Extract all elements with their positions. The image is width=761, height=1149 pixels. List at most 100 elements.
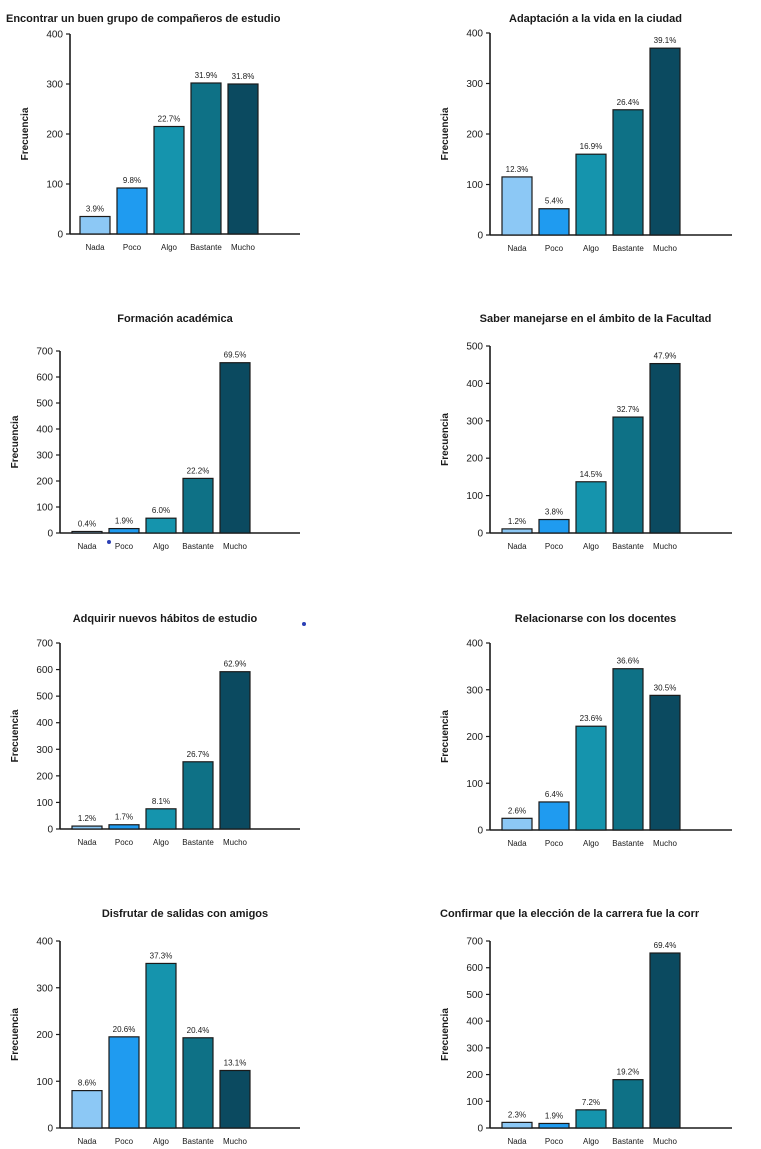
y-tick-label: 400 [36,718,53,729]
bar-algo [575,481,607,534]
x-tick-label: Bastante [190,243,222,252]
y-tick-label: 200 [46,130,63,141]
bar-chart-salidas: 0 100 200 300 400 Frecuencia 8.6% Nada 20.6% Poco… [10,937,300,1146]
bar-poco [108,1036,140,1129]
y-tick-label: 600 [36,665,53,676]
y-tick-label: 100 [466,1097,483,1108]
bar-bastante [612,416,644,534]
y-tick-label: 300 [36,983,53,994]
bar-data-label: 1.2% [508,517,526,526]
x-tick-label: Algo [153,838,170,847]
y-tick-label: 400 [466,29,483,40]
chart-title: Adaptación a la vida en la ciudad [509,13,682,25]
x-tick-label: Mucho [223,542,248,551]
bar-bastante [182,761,214,830]
bar-data-label: 2.6% [508,806,526,815]
bar-data-label: 69.5% [224,351,247,360]
bar-mucho [649,952,681,1129]
y-tick-label: 400 [36,937,53,948]
bar-data-label: 37.3% [150,951,173,960]
bar-poco [538,518,570,534]
chart-panel-7: Disfrutar de salidas con amigos 0 100 200 3… [0,895,330,1149]
bar-nada [71,1090,103,1129]
chart-panel-4: Saber manejarse en el ámbito de la Facul… [430,300,761,570]
bar-data-label: 20.6% [113,1025,136,1034]
bar-bastante [182,477,214,534]
x-tick-label: Nada [507,839,527,848]
y-axis-title: Frecuencia [440,710,451,763]
y-tick-label: 300 [466,79,483,90]
bar-data-label: 16.9% [580,142,603,151]
bar-data-label: 8.1% [152,797,170,806]
bar-mucho [219,671,251,830]
y-tick-label: 200 [466,454,483,465]
x-tick-label: Algo [583,244,600,253]
bar-nada [501,176,533,236]
x-tick-label: Nada [85,243,105,252]
bar-data-label: 12.3% [506,165,529,174]
bar-data-label: 30.5% [654,683,677,692]
bar-data-label: 1.7% [115,813,133,822]
y-axis-title: Frecuencia [440,107,451,160]
y-tick-label: 200 [36,477,53,488]
bar-data-label: 23.6% [580,714,603,723]
stray-dot [107,540,111,544]
y-tick-label: 300 [466,685,483,696]
bar-algo [145,962,177,1129]
y-axis-title: Frecuencia [440,1008,451,1061]
x-tick-label: Poco [545,244,564,253]
y-axis-title: Frecuencia [10,1008,21,1061]
bar-data-label: 1.2% [78,814,96,823]
x-tick-label: Algo [153,1137,170,1146]
y-tick-label: 100 [36,503,53,514]
chart-title: Disfrutar de salidas con amigos [101,908,269,920]
bar-poco [116,187,148,235]
y-tick-label: 500 [36,692,53,703]
x-tick-label: Poco [115,542,134,551]
bar-mucho [227,83,259,235]
y-tick-label: 0 [477,231,483,242]
bar-algo [153,125,185,235]
bar-data-label: 5.4% [545,197,563,206]
y-tick-label: 100 [466,779,483,790]
x-tick-label: Mucho [653,839,678,848]
y-tick-label: 400 [36,425,53,436]
y-tick-label: 400 [466,379,483,390]
bar-nada [71,825,103,830]
y-tick-label: 300 [36,451,53,462]
x-tick-label: Nada [507,1137,527,1146]
bar-mucho [219,362,251,534]
bar-poco [108,527,140,534]
y-tick-label: 300 [46,80,63,91]
x-tick-label: Bastante [612,542,644,551]
chart-title: Confirmar que la elección de la carrera … [440,908,700,920]
y-tick-label: 0 [477,529,483,540]
bar-data-label: 1.9% [115,517,133,526]
bar-data-label: 3.9% [86,205,104,214]
x-tick-label: Mucho [653,542,678,551]
bar-data-label: 0.4% [78,520,96,529]
bar-data-label: 19.2% [617,1068,640,1077]
y-tick-label: 200 [466,732,483,743]
y-tick-label: 200 [466,130,483,141]
y-axis-title: Frecuencia [10,709,21,762]
y-tick-label: 700 [466,937,483,948]
bar-data-label: 14.5% [580,470,603,479]
bar-bastante [612,668,644,831]
x-tick-label: Bastante [612,839,644,848]
y-axis-title: Frecuencia [440,413,451,466]
bar-data-label: 39.1% [654,36,677,45]
y-tick-label: 100 [36,1077,53,1088]
bar-bastante [190,82,222,235]
bar-data-label: 7.2% [582,1098,600,1107]
x-tick-label: Poco [545,1137,564,1146]
y-tick-label: 600 [466,963,483,974]
bar-data-label: 69.4% [654,941,677,950]
bar-chart-habitos: 0 100 200 300 400 500 600 700 Frecuencia 1.2% Nada… [10,639,300,847]
x-tick-label: Nada [507,542,527,551]
bar-data-label: 31.9% [195,71,218,80]
y-tick-label: 300 [466,416,483,427]
y-tick-label: 100 [36,798,53,809]
bar-data-label: 6.0% [152,506,170,515]
x-tick-label: Bastante [182,838,214,847]
